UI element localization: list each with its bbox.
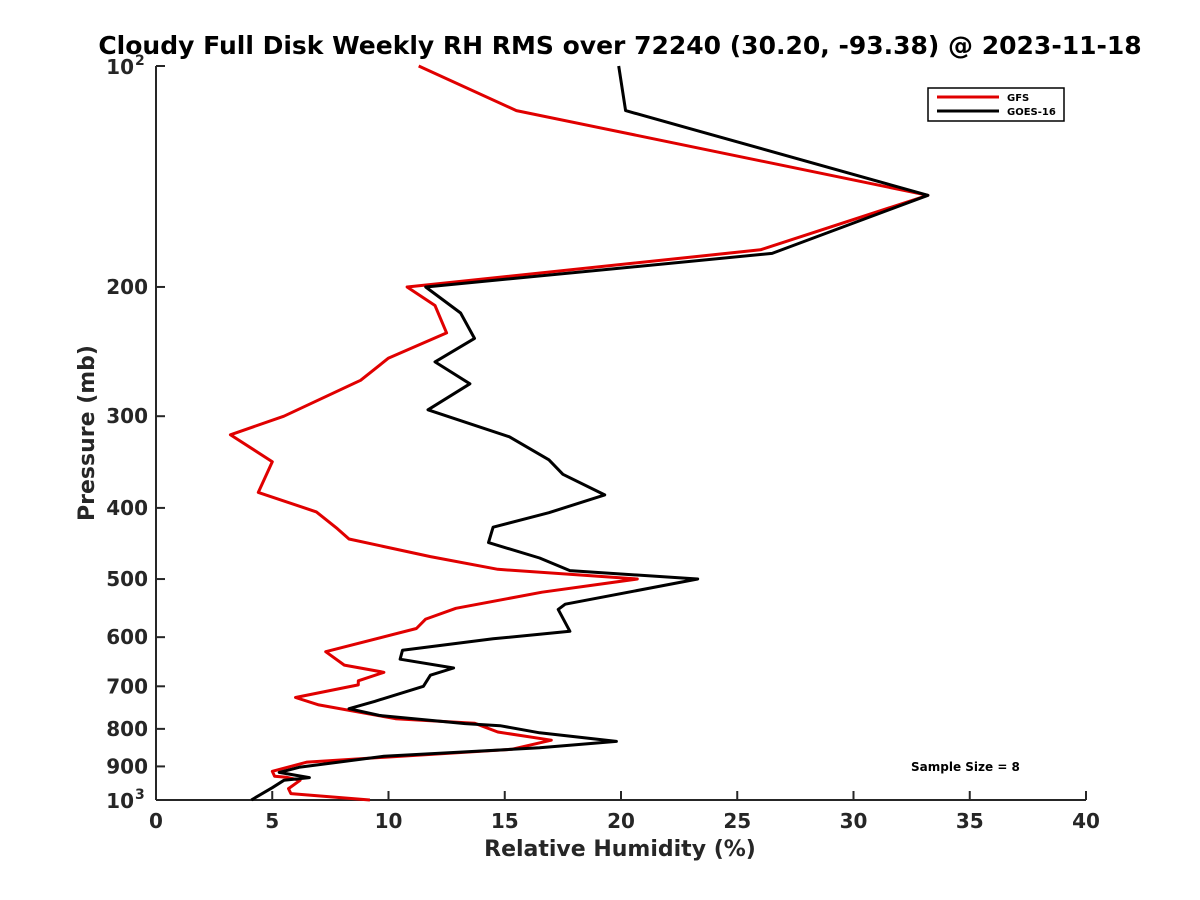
y-tick-exponent: 2 <box>135 53 145 69</box>
x-tick-label: 0 <box>149 809 163 833</box>
legend: GFS GOES-16 <box>927 87 1065 122</box>
x-axis-label: Relative Humidity (%) <box>484 837 756 862</box>
x-tick-label: 35 <box>956 809 984 833</box>
x-tick-label: 30 <box>840 809 868 833</box>
chart-title: Cloudy Full Disk Weekly RH RMS over 7224… <box>98 31 1141 60</box>
y-tick-label: 10 <box>106 789 134 813</box>
y-tick-label: 300 <box>106 404 148 428</box>
x-tick-label: 25 <box>723 809 751 833</box>
x-tick-label: 5 <box>265 809 279 833</box>
sample-size-annotation: Sample Size = 8 <box>911 760 1020 774</box>
x-tick-label: 10 <box>375 809 403 833</box>
x-tick-label: 20 <box>607 809 635 833</box>
series-line-gfs <box>228 64 930 802</box>
y-axis-label: Pressure (mb) <box>75 345 100 521</box>
y-tick-label: 600 <box>106 625 148 649</box>
y-tick-label: 900 <box>106 754 148 778</box>
legend-box <box>927 87 1065 122</box>
x-tick-label: 15 <box>491 809 519 833</box>
y-tick-label: 10 <box>106 55 134 79</box>
x-tick-label: 40 <box>1072 809 1100 833</box>
series-line-goes-16 <box>250 65 930 802</box>
y-tick-label: 500 <box>106 567 148 591</box>
y-tick-label: 400 <box>106 496 148 520</box>
y-tick-label: 200 <box>106 275 148 299</box>
legend-label-goes-16: GOES-16 <box>1007 107 1056 118</box>
legend-label-gfs: GFS <box>1007 93 1029 104</box>
y-tick-label: 700 <box>106 674 148 698</box>
y-tick-exponent: 3 <box>135 787 145 803</box>
y-tick-label: 800 <box>106 717 148 741</box>
